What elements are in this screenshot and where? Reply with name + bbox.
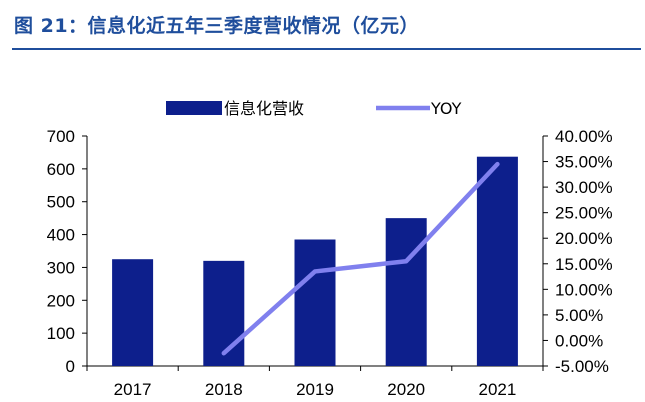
yoy-point-2020 [405, 260, 407, 262]
legend-line-label: YOY [430, 99, 462, 118]
left-tick-label: 100 [47, 324, 75, 343]
x-tick-label: 2017 [114, 380, 152, 399]
title-divider [12, 48, 641, 50]
bar-2019 [294, 239, 336, 366]
bar-2021 [476, 156, 518, 366]
yoy-line [221, 161, 500, 356]
left-tick-label: 500 [47, 193, 75, 212]
right-tick-label: 40.00% [555, 127, 613, 146]
legend-bar-swatch [166, 101, 222, 115]
bar-2020 [385, 218, 427, 366]
right-tick-label: 15.00% [555, 255, 613, 274]
right-tick-label: 20.00% [555, 229, 613, 248]
figure-title: 图 21：信息化近五年三季度营收情况（亿元） [14, 15, 420, 37]
x-tick-label: 2020 [387, 380, 425, 399]
right-tick-label: 35.00% [555, 153, 613, 172]
bar-2017 [112, 259, 154, 366]
yoy-point-2019 [314, 270, 316, 272]
left-tick-label: 200 [47, 291, 75, 310]
yoy-point-2018 [223, 352, 225, 354]
right-tick-label: 5.00% [555, 306, 603, 325]
legend-bar-label: 信息化营收 [224, 99, 304, 118]
yoy-point-2021 [496, 163, 498, 165]
left-tick-label: 0 [66, 357, 75, 376]
left-tick-label: 700 [47, 127, 75, 146]
x-tick-label: 2018 [205, 380, 243, 399]
left-tick-label: 300 [47, 258, 75, 277]
x-tick-label: 2019 [296, 380, 334, 399]
x-tick-label: 2021 [478, 380, 516, 399]
left-tick-label: 600 [47, 160, 75, 179]
right-tick-label: 10.00% [555, 280, 613, 299]
right-tick-label: 30.00% [555, 178, 613, 197]
right-tick-label: 0.00% [555, 331, 603, 350]
bar-2018 [203, 260, 245, 366]
right-tick-label: 25.00% [555, 204, 613, 223]
right-tick-label: -5.00% [555, 357, 609, 376]
left-tick-label: 400 [47, 226, 75, 245]
